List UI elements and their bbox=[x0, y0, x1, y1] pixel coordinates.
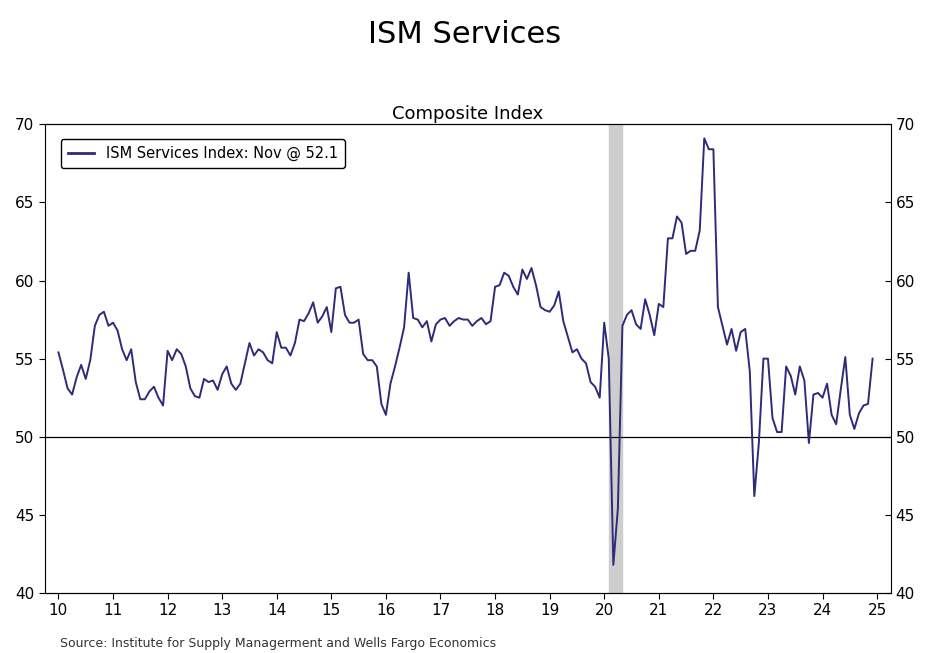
Legend: ISM Services Index: Nov @ 52.1: ISM Services Index: Nov @ 52.1 bbox=[60, 138, 345, 168]
Text: ISM Services: ISM Services bbox=[368, 20, 562, 48]
Bar bbox=[609, 124, 622, 593]
Text: Source: Institute for Supply Managerment and Wells Fargo Economics: Source: Institute for Supply Managerment… bbox=[60, 637, 497, 650]
Title: Composite Index: Composite Index bbox=[392, 104, 543, 123]
